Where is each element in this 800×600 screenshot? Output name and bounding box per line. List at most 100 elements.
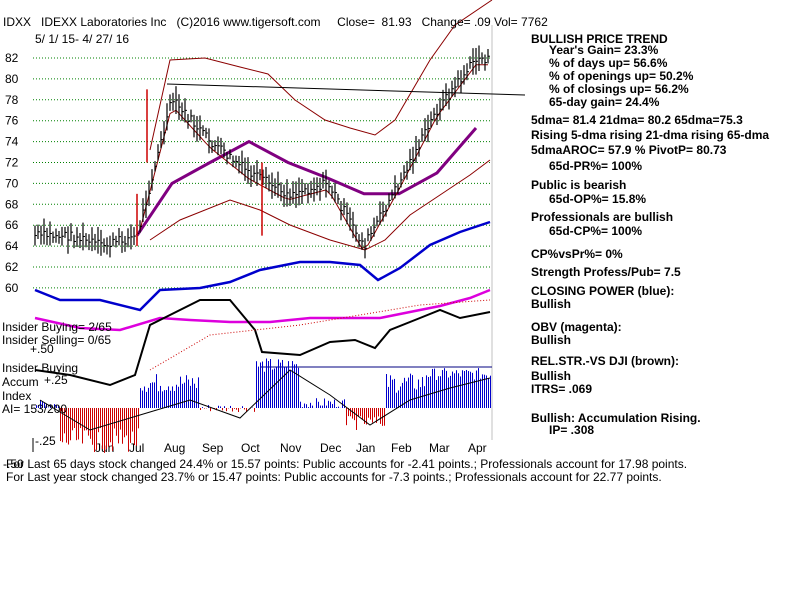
accum-bar	[86, 408, 87, 431]
accum-bar	[408, 377, 409, 408]
accum-bar	[380, 408, 381, 424]
accum-bar	[390, 375, 391, 408]
accum-bar	[196, 387, 197, 408]
gain-65d: 65-day gain= 24.4%	[549, 95, 660, 109]
accum-bar	[418, 379, 419, 408]
accum-bar	[224, 406, 225, 408]
obv-line	[34, 288, 491, 332]
accum-bar	[462, 370, 463, 408]
accum-bar	[204, 408, 205, 409]
accum-bar	[322, 405, 323, 408]
accum-bar	[472, 372, 473, 408]
accum-bar	[238, 408, 239, 412]
accum-bar	[274, 368, 275, 408]
accum-bar	[282, 359, 283, 408]
accum-bar	[280, 362, 281, 408]
accum-bar	[232, 408, 233, 412]
accum-bar	[460, 376, 461, 408]
accumulation-histogram	[34, 358, 492, 453]
y-tick-label: 64	[5, 239, 19, 253]
accum-bar	[436, 379, 437, 408]
accum-bar	[434, 368, 435, 408]
relstr-value: Bullish	[531, 369, 572, 383]
accum-bar	[46, 403, 47, 408]
accum-bar	[468, 371, 469, 408]
x-tick-label: Oct	[241, 441, 260, 455]
accum-bar	[156, 374, 157, 408]
y-tick-label: 76	[5, 114, 19, 128]
accum-bar	[430, 376, 431, 408]
accum-bar	[168, 386, 169, 408]
accum-bar	[104, 408, 105, 453]
resistance-line	[166, 83, 526, 96]
accum-bar	[388, 386, 389, 408]
accum-bar	[120, 408, 121, 430]
accum-bar	[308, 407, 309, 408]
accum-bar	[130, 408, 131, 443]
accum-bar	[60, 408, 61, 442]
accum-bar	[174, 390, 175, 408]
accum-bar	[148, 387, 149, 408]
accum-bar	[270, 359, 271, 408]
accum-bar	[80, 408, 81, 429]
accum-bar	[54, 404, 55, 408]
accum-bar	[412, 375, 413, 408]
accum-bar	[268, 361, 269, 408]
accum-bar	[188, 379, 189, 408]
relative-strength-line	[34, 299, 491, 387]
accum-bar	[392, 379, 393, 408]
accum-bar	[42, 401, 43, 408]
accum-bar	[398, 390, 399, 408]
accum-bar	[132, 408, 133, 432]
accum-bar	[328, 400, 329, 408]
accum-bar	[236, 408, 237, 410]
accum-bar	[452, 371, 453, 408]
accum-bar	[454, 373, 455, 408]
accum-bar	[218, 405, 219, 408]
accum-bar	[222, 408, 223, 411]
accum-bar	[186, 375, 187, 408]
accum-bar	[306, 404, 307, 408]
years-gain: Year's Gain= 23.3%	[549, 43, 659, 57]
accum-bar	[326, 405, 327, 408]
accum-bar	[312, 405, 313, 408]
accum-bar	[144, 386, 145, 408]
accum-bar	[466, 369, 467, 408]
accum-bar	[264, 371, 265, 408]
scale-plus-50: +.50	[30, 342, 54, 356]
accum-bar	[44, 403, 45, 408]
accum-bar	[368, 408, 369, 418]
accum-bar	[310, 402, 311, 408]
accum-bar	[76, 408, 77, 441]
company-name: IDEXX Laboratories Inc	[41, 15, 167, 29]
change-label: Change=	[421, 15, 471, 29]
x-tick-label: Jul	[129, 441, 144, 455]
accum-bar	[352, 408, 353, 419]
accum-bar	[62, 408, 63, 443]
change-value: .09	[473, 15, 491, 29]
x-tick-label: Aug	[164, 441, 185, 455]
accum-bar	[134, 408, 135, 446]
accum-bar	[266, 358, 267, 408]
accum-bar	[290, 370, 291, 408]
accum-bar	[160, 385, 161, 408]
accum-bar	[444, 368, 445, 408]
accum-bar	[124, 408, 125, 438]
accum-bar	[442, 370, 443, 408]
cp-vs-pr: CP%vsPr%= 0%	[531, 247, 623, 261]
accum-bar	[304, 403, 305, 408]
accum-bar	[246, 408, 247, 412]
scale-minus-50: -.50	[3, 457, 24, 471]
insider-buying-count: Insider Buying= 2/65	[2, 320, 112, 334]
accum-bar	[150, 383, 151, 408]
accum-bar	[162, 391, 163, 408]
accum-bar	[226, 408, 227, 412]
accum-bar	[448, 377, 449, 408]
pct-closings-up: % of closings up= 56.2%	[549, 82, 689, 96]
public-status: Public is bearish	[531, 178, 627, 192]
accum-bar	[128, 408, 129, 452]
accum-bar	[142, 390, 143, 408]
accum-bar	[402, 382, 403, 408]
accum-bar	[210, 408, 211, 412]
accum-bar	[344, 399, 345, 408]
